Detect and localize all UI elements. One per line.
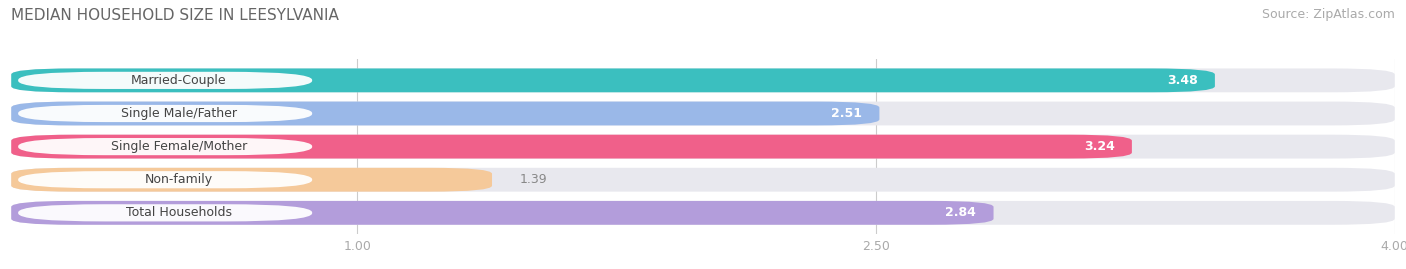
Text: 3.48: 3.48: [1167, 74, 1198, 87]
FancyBboxPatch shape: [18, 204, 312, 221]
Text: 2.84: 2.84: [945, 206, 976, 219]
FancyBboxPatch shape: [11, 68, 1395, 92]
FancyBboxPatch shape: [11, 201, 994, 225]
FancyBboxPatch shape: [18, 171, 312, 188]
Text: Single Male/Father: Single Male/Father: [121, 107, 238, 120]
FancyBboxPatch shape: [11, 201, 1395, 225]
FancyBboxPatch shape: [11, 102, 879, 125]
Text: Married-Couple: Married-Couple: [131, 74, 226, 87]
Text: Source: ZipAtlas.com: Source: ZipAtlas.com: [1261, 8, 1395, 21]
FancyBboxPatch shape: [11, 168, 1395, 192]
Text: Single Female/Mother: Single Female/Mother: [111, 140, 247, 153]
FancyBboxPatch shape: [18, 138, 312, 155]
Text: 3.24: 3.24: [1084, 140, 1115, 153]
FancyBboxPatch shape: [18, 72, 312, 89]
FancyBboxPatch shape: [18, 105, 312, 122]
FancyBboxPatch shape: [11, 135, 1132, 158]
Text: Total Households: Total Households: [127, 206, 232, 219]
Text: Non-family: Non-family: [145, 173, 214, 186]
Text: 1.39: 1.39: [520, 173, 547, 186]
Text: MEDIAN HOUSEHOLD SIZE IN LEESYLVANIA: MEDIAN HOUSEHOLD SIZE IN LEESYLVANIA: [11, 8, 339, 23]
FancyBboxPatch shape: [11, 68, 1215, 92]
FancyBboxPatch shape: [11, 168, 492, 192]
FancyBboxPatch shape: [11, 102, 1395, 125]
FancyBboxPatch shape: [11, 135, 1395, 158]
Text: 2.51: 2.51: [831, 107, 862, 120]
